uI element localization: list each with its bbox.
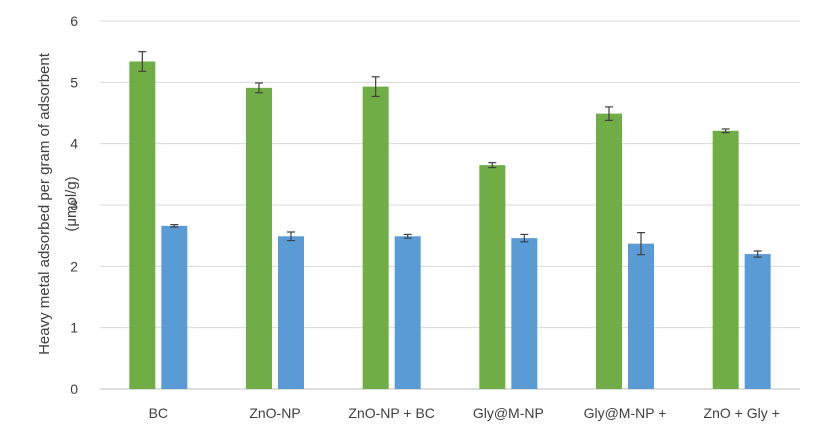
y-tick-label: 0 [70,381,78,397]
bar [712,130,739,389]
bar [278,236,304,389]
bar [161,225,188,389]
bar [511,238,538,389]
bar [129,61,156,389]
x-tick-label: Gly@M-NP [473,405,544,421]
y-tick-label: 6 [70,13,78,29]
bar [362,86,389,390]
x-tick-label: ZnO-NP [249,405,300,421]
y-tick-label: 1 [70,320,78,336]
x-tick-label: BC [149,405,168,421]
y-tick-label: 3 [70,197,78,213]
bar [246,87,272,389]
bars [129,51,771,390]
bar [596,113,622,389]
y-axis-label: Heavy metal adsorbed per gram of adsorbe… [36,52,53,355]
x-tick-label: ZnO-NP + BC [348,405,435,421]
y-tick-label: 5 [70,74,78,90]
y-axis-unit-label: (μmol/g) [63,176,80,231]
x-tick-label: ZnO + Gly + [704,405,780,421]
y-tick-label: 2 [70,258,78,274]
x-tick-label: Gly@M-NP + [584,405,667,421]
y-axis-ticks: 0 1 2 3 4 5 6 [70,13,78,397]
bar [479,165,506,389]
y-tick-label: 4 [70,136,78,152]
bar [744,254,771,389]
bar [628,243,654,389]
x-axis-ticks: BC ZnO-NP ZnO-NP + BC Gly@M-NP Gly@M-NP + ZnO… [149,405,780,421]
bar [394,236,421,389]
gridlines [100,20,800,390]
